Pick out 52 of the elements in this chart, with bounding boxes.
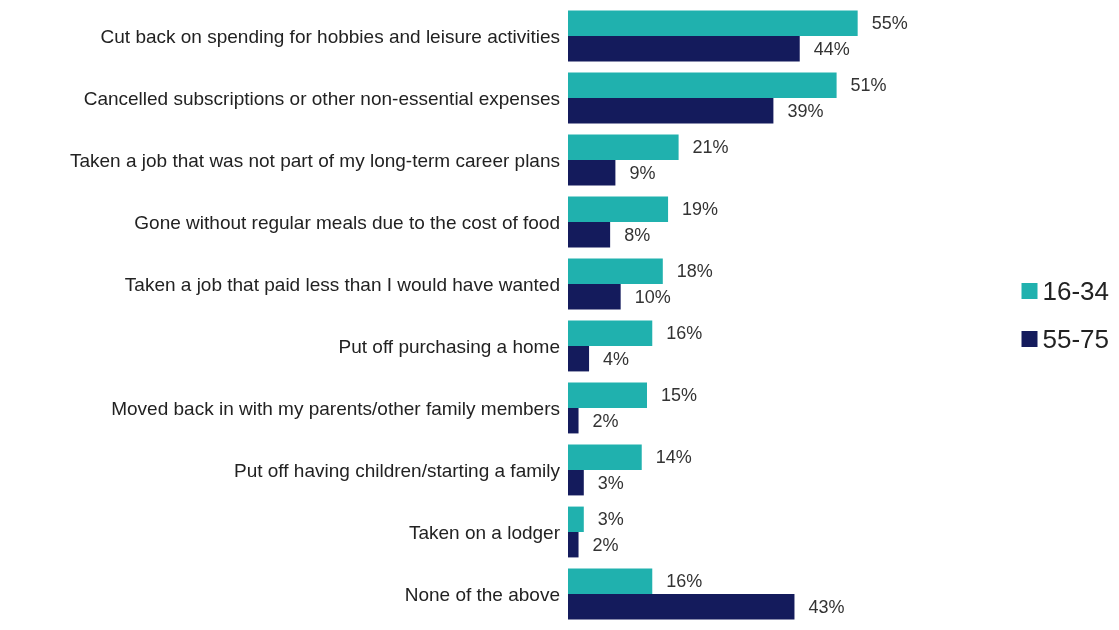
bar [568, 10, 858, 36]
bar [568, 470, 584, 496]
bar [568, 222, 611, 248]
data-label: 44% [813, 38, 850, 59]
bar [568, 444, 642, 470]
bar [568, 258, 663, 284]
bar [568, 506, 584, 532]
data-label: 16% [666, 323, 703, 344]
data-label: 9% [629, 162, 656, 183]
y-tick-label: Taken a job that was not part of my long-term career plans [69, 149, 560, 171]
data-label: 3% [597, 509, 624, 530]
data-label: 21% [692, 137, 729, 158]
data-label: 10% [634, 286, 671, 307]
bar [568, 408, 579, 434]
bar [568, 36, 800, 62]
bar [568, 568, 653, 594]
data-label: 2% [592, 410, 619, 431]
y-tick-label: Cut back on spending for hobbies and leisure activities [100, 25, 560, 47]
data-label: 39% [787, 100, 824, 121]
data-label: 43% [808, 596, 845, 617]
data-label: 51% [850, 75, 887, 96]
data-label: 18% [676, 261, 713, 282]
y-tick-label: Taken on a lodger [408, 521, 561, 543]
legend-label: 55-75 [1042, 324, 1109, 354]
y-tick-label: Moved back in with my parents/other family members [111, 397, 560, 419]
y-tick-label: Taken a job that paid less than I would have wanted [124, 273, 560, 295]
y-tick-label: Cancelled subscriptions or other non-essential expenses [83, 87, 560, 109]
data-label: 14% [655, 447, 692, 468]
bar [568, 382, 647, 408]
bar [568, 346, 590, 372]
y-tick-label: Put off having children/starting a family [234, 459, 561, 481]
bar [568, 320, 653, 346]
y-tick-label: Put off purchasing a home [338, 335, 560, 357]
y-tick-label: Gone without regular meals due to the cost of food [134, 211, 560, 233]
bar [568, 594, 795, 620]
bar [568, 134, 679, 160]
bar [568, 98, 774, 124]
y-tick-label: None of the above [404, 583, 560, 605]
data-label: 16% [666, 571, 703, 592]
bar [568, 532, 579, 558]
data-label: 2% [592, 534, 619, 555]
bar [568, 160, 616, 186]
data-label: 3% [597, 472, 624, 493]
bar [568, 72, 837, 98]
bar [568, 196, 669, 222]
data-label: 4% [603, 348, 630, 369]
data-label: 8% [624, 224, 651, 245]
legend-label: 16-34 [1042, 276, 1109, 306]
data-label: 15% [661, 385, 698, 406]
bar [568, 284, 621, 310]
data-label: 19% [682, 199, 719, 220]
data-label: 55% [871, 13, 908, 34]
